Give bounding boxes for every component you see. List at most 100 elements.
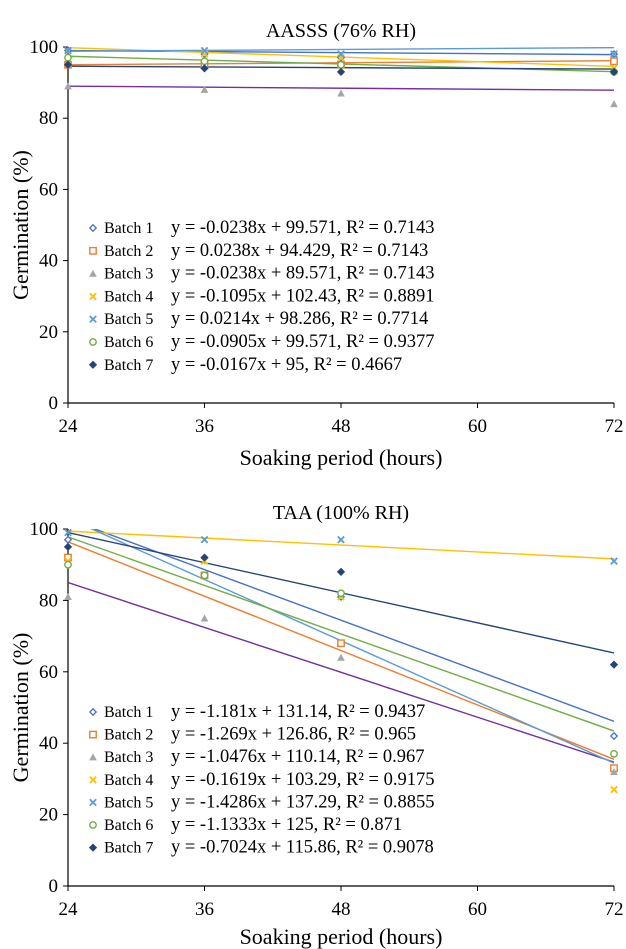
point-batch-3 bbox=[610, 767, 618, 775]
point-batch-6 bbox=[200, 57, 209, 66]
legend-marker-batch-3 bbox=[89, 753, 97, 761]
legend-marker-batch-4 bbox=[89, 292, 97, 301]
y-tick-label: 80 bbox=[39, 108, 58, 129]
legend-marker-batch-3 bbox=[89, 269, 97, 277]
point-batch-6 bbox=[64, 560, 72, 569]
x-tick-label: 72 bbox=[605, 899, 624, 920]
y-axis-label: Germination (%) bbox=[8, 633, 33, 783]
legend-label-batch-7: Batch 7 bbox=[104, 357, 153, 374]
legend-marker-batch-5 bbox=[89, 798, 97, 807]
trendline-batch-6 bbox=[68, 536, 614, 732]
y-tick-label: 80 bbox=[39, 590, 58, 611]
legend-equation-batch-6: y = -0.0905x + 99.571, R² = 0.9377 bbox=[171, 332, 434, 352]
point-batch-5 bbox=[64, 46, 72, 55]
legend-marker-batch-6 bbox=[89, 338, 97, 346]
point-batch-7 bbox=[200, 553, 209, 562]
legend-label-batch-4: Batch 4 bbox=[104, 772, 153, 789]
legend-equation-batch-5: y = -1.4286x + 137.29, R² = 0.8855 bbox=[171, 792, 434, 812]
point-batch-5 bbox=[200, 535, 209, 544]
point-batch-3 bbox=[64, 82, 72, 90]
x-tick-label: 48 bbox=[332, 899, 351, 920]
point-batch-1 bbox=[609, 731, 619, 741]
point-batch-7 bbox=[63, 542, 73, 551]
legend-label-batch-3: Batch 3 bbox=[104, 266, 153, 283]
x-tick-label: 24 bbox=[59, 416, 79, 437]
point-batch-6 bbox=[337, 589, 345, 598]
legend-equation-batch-7: y = -0.0167x + 95, R² = 0.4667 bbox=[171, 355, 402, 375]
point-batch-6 bbox=[200, 571, 209, 580]
legend: Batch 1 y = -1.181x + 131.14, R² = 0.9437… bbox=[88, 702, 434, 858]
point-batch-7 bbox=[609, 660, 619, 669]
y-tick-label: 100 bbox=[30, 519, 59, 540]
legend-marker-batch-5 bbox=[89, 315, 97, 324]
point-batch-3 bbox=[200, 85, 209, 93]
legend-label-batch-6: Batch 6 bbox=[104, 817, 153, 834]
point-batch-3 bbox=[64, 593, 72, 601]
y-tick-label: 20 bbox=[39, 322, 58, 343]
point-batch-5 bbox=[337, 535, 345, 544]
point-batch-2 bbox=[610, 57, 618, 66]
data-points bbox=[63, 46, 619, 108]
legend-equation-batch-1: y = -1.181x + 131.14, R² = 0.9437 bbox=[171, 702, 425, 722]
x-axis-label: Soaking period (hours) bbox=[240, 445, 443, 470]
legend-equation-batch-2: y = 0.0238x + 94.429, R² = 0.7143 bbox=[171, 241, 428, 261]
x-tick-label: 48 bbox=[332, 416, 351, 437]
point-batch-5 bbox=[610, 50, 618, 58]
chart-title: TAA (100% RH) bbox=[273, 502, 409, 524]
point-batch-5 bbox=[337, 50, 345, 58]
legend-label-batch-6: Batch 6 bbox=[104, 334, 153, 351]
point-batch-7 bbox=[63, 60, 73, 69]
point-batch-6 bbox=[64, 53, 72, 62]
legend-equation-batch-3: y = -1.0476x + 110.14, R² = 0.967 bbox=[171, 747, 425, 767]
x-tick-label: 36 bbox=[195, 416, 214, 437]
x-tick-label: 60 bbox=[468, 899, 487, 920]
y-tick-label: 60 bbox=[39, 662, 58, 683]
legend-label-batch-7: Batch 7 bbox=[104, 840, 153, 857]
y-tick-label: 60 bbox=[39, 179, 58, 200]
legend-label-batch-5: Batch 5 bbox=[104, 311, 153, 328]
x-tick-label: 24 bbox=[59, 899, 79, 920]
legend-equation-batch-6: y = -1.1333x + 125, R² = 0.871 bbox=[171, 815, 402, 835]
y-axis-label: Germination (%) bbox=[8, 150, 33, 300]
point-batch-2 bbox=[337, 639, 345, 648]
legend-equation-batch-4: y = -0.1619x + 103.29, R² = 0.9175 bbox=[171, 770, 434, 790]
legend-equation-batch-1: y = -0.0238x + 99.571, R² = 0.7143 bbox=[171, 218, 434, 238]
y-tick-label: 100 bbox=[30, 37, 59, 58]
trendline-batch-2 bbox=[68, 541, 614, 760]
legend: Batch 1 y = -0.0238x + 99.571, R² = 0.714… bbox=[88, 218, 434, 375]
data-points bbox=[63, 528, 619, 794]
point-batch-6 bbox=[337, 60, 345, 69]
point-batch-4 bbox=[610, 785, 618, 794]
legend-equation-batch-3: y = -0.0238x + 89.571, R² = 0.7143 bbox=[171, 264, 434, 284]
legend-marker-batch-2 bbox=[89, 246, 97, 255]
y-tick-label: 0 bbox=[49, 876, 59, 897]
point-batch-5 bbox=[64, 528, 72, 537]
chart-1: AASSS (76% RH) 0 20 40 60 80 100 24 36 48 60 72 Soak… bbox=[8, 20, 624, 470]
legend-equation-batch-4: y = -0.1095x + 102.43, R² = 0.8891 bbox=[171, 286, 434, 306]
legend-equation-batch-7: y = -0.7024x + 115.86, R² = 0.9078 bbox=[171, 838, 434, 858]
point-batch-7 bbox=[609, 67, 619, 77]
legend-label-batch-2: Batch 2 bbox=[104, 243, 153, 260]
point-batch-3 bbox=[200, 614, 209, 622]
legend-marker-batch-1 bbox=[88, 223, 98, 233]
point-batch-3 bbox=[610, 100, 618, 108]
x-tick-label: 60 bbox=[468, 416, 487, 437]
legend-marker-batch-7 bbox=[88, 843, 98, 852]
point-batch-3 bbox=[337, 653, 345, 661]
legend-equation-batch-2: y = -1.269x + 126.86, R² = 0.965 bbox=[171, 725, 416, 745]
point-batch-7 bbox=[336, 67, 346, 77]
point-batch-7 bbox=[200, 64, 209, 73]
legend-label-batch-3: Batch 3 bbox=[104, 749, 153, 766]
trendline-batch-3 bbox=[68, 85, 614, 91]
legend-equation-batch-5: y = 0.0214x + 98.286, R² = 0.7714 bbox=[171, 309, 428, 329]
x-tick-label: 36 bbox=[195, 899, 214, 920]
y-tick-label: 0 bbox=[49, 393, 59, 414]
trendline-batch-4 bbox=[68, 530, 614, 560]
legend-marker-batch-7 bbox=[88, 360, 98, 369]
point-batch-7 bbox=[336, 567, 346, 576]
trendline-batch-3 bbox=[68, 581, 614, 763]
legend-marker-batch-4 bbox=[89, 775, 97, 784]
legend-label-batch-2: Batch 2 bbox=[104, 727, 153, 744]
chart-title: AASSS (76% RH) bbox=[266, 20, 416, 42]
